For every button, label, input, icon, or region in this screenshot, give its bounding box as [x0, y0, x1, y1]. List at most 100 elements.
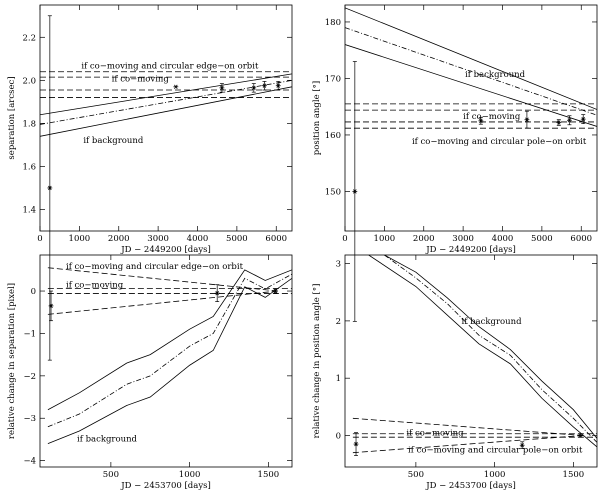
- series-group: [40, 71, 292, 137]
- series-line-solid: [40, 86, 292, 137]
- x-tick-label: 5000: [226, 234, 248, 244]
- annotation-label: if co−moving: [406, 428, 464, 438]
- star-stroke: [215, 290, 219, 296]
- star-stroke: [581, 116, 585, 122]
- series-line-dashdot: [384, 255, 597, 443]
- x-tick-label: 500: [408, 470, 424, 480]
- y-axis-label: position angle [°]: [312, 81, 322, 155]
- x-tick-label: 4000: [187, 234, 209, 244]
- data-point: [48, 303, 54, 309]
- y-axis-label: separation [arcsec]: [7, 76, 17, 159]
- y-tick-label: 1: [336, 374, 341, 384]
- y-tick-label: 2: [336, 317, 341, 327]
- y-tick-label: −4: [23, 457, 36, 467]
- y-tick-label: 2.0: [22, 76, 36, 86]
- plot-frame: [344, 254, 598, 468]
- series-line-solid: [345, 7, 597, 110]
- x-tick-label: 3000: [147, 234, 169, 244]
- data-point: [519, 443, 525, 448]
- series-line-dashed: [47, 290, 278, 315]
- series-line-solid: [384, 255, 597, 439]
- annotation-label: if co−moving and circular edge−on orbit: [81, 61, 259, 71]
- x-tick-label: 2000: [108, 234, 130, 244]
- annotation-label: if background: [465, 70, 526, 80]
- panel-relative-position-angle-change: 500 1000 1500 0 1 2 3 JD − 2453700 [days] relati…: [312, 254, 598, 491]
- star-stroke: [262, 83, 267, 88]
- y-tick-label: 150: [325, 187, 341, 197]
- x-tick-label: 3000: [452, 234, 474, 244]
- panel-relative-separation-change: 500 1000 1500 −4 −3 −2 −1 0 JD − 2453700 [days] r…: [7, 254, 293, 491]
- plot-frame: [344, 4, 598, 232]
- star-stroke: [520, 443, 524, 448]
- x-tick-label: 2000: [413, 234, 435, 244]
- x-tick-label: 6000: [570, 234, 592, 244]
- x-tick-label: 500: [103, 470, 119, 480]
- star-stroke: [567, 118, 572, 123]
- panel-position-angle-vs-time: 0 1000 2000 3000 4000 5000 6000 150 160 170 180 JD …: [312, 4, 598, 322]
- x-axis-label: JD − 2453700 [days]: [425, 481, 516, 491]
- x-tick-label: 1000: [374, 234, 396, 244]
- series-line-dashdot: [345, 27, 597, 116]
- annotation-label: if co−moving: [112, 74, 170, 84]
- x-tick-label: 1000: [484, 470, 506, 480]
- annotation-label: if co−moving: [66, 281, 124, 291]
- y-tick-label: 3: [336, 260, 341, 270]
- annotation-label: if background: [462, 317, 523, 327]
- series-group: [345, 7, 597, 129]
- star-stroke: [252, 85, 256, 91]
- x-tick-label: 1000: [179, 470, 201, 480]
- data-point: [578, 433, 583, 438]
- star-stroke: [48, 185, 52, 191]
- plot-frame: [39, 4, 293, 232]
- panel-separation-vs-time: 0 1000 2000 3000 4000 5000 6000 1.4 1.6 1.8 2.0 2.2…: [7, 4, 293, 361]
- series-line-dashdot: [47, 273, 292, 428]
- data-point: [251, 85, 257, 91]
- star-stroke: [276, 83, 280, 88]
- series-line-solid: [47, 277, 292, 445]
- star-stroke: [49, 303, 53, 309]
- annotation-label: if co−moving and circular pole−on orbit: [408, 446, 583, 456]
- star-stroke: [557, 120, 561, 125]
- x-tick-label: 0: [342, 234, 347, 244]
- data-point: [219, 85, 225, 91]
- annotation-label: if co−moving and circular pole−on orbit: [412, 137, 587, 147]
- series-line-solid: [47, 269, 292, 411]
- y-tick-label: 1.4: [22, 205, 36, 215]
- annotation-label: if co−moving: [463, 112, 521, 122]
- series-group: [47, 267, 292, 445]
- x-tick-label: 4000: [492, 234, 514, 244]
- data-point: [214, 290, 220, 296]
- star-stroke: [578, 433, 583, 438]
- annotation-label: if background: [77, 435, 138, 445]
- data-point: [567, 118, 572, 123]
- data-point: [262, 83, 267, 88]
- plot-frame: [39, 254, 293, 468]
- series-line-dashed: [352, 435, 583, 454]
- y-tick-label: −2: [23, 372, 36, 382]
- series-line-dashdot: [40, 79, 292, 125]
- series-line-solid: [40, 73, 292, 116]
- y-tick-label: 1.6: [22, 162, 36, 172]
- star-stroke: [479, 118, 483, 123]
- y-tick-label: 1.8: [22, 119, 36, 129]
- data-point: [273, 288, 278, 294]
- y-axis-label: relative change in position angle [°]: [312, 284, 322, 439]
- y-tick-label: 2.2: [22, 33, 36, 43]
- annotation-label: if co−moving and circular edge−on orbit: [66, 262, 244, 272]
- star-stroke: [525, 117, 529, 122]
- data-point: [47, 185, 53, 191]
- x-tick-label: 0: [37, 234, 42, 244]
- y-tick-label: 170: [325, 74, 341, 84]
- series-line-dashed: [352, 417, 583, 436]
- data-point: [524, 117, 530, 122]
- x-tick-label: 1500: [563, 470, 585, 480]
- star-stroke: [220, 85, 224, 91]
- x-axis-label: JD − 2453700 [days]: [120, 481, 211, 491]
- y-tick-label: 180: [325, 18, 341, 28]
- star-stroke: [353, 189, 357, 194]
- series-group: [352, 255, 597, 454]
- x-tick-label: 1000: [69, 234, 91, 244]
- data-point: [556, 120, 562, 125]
- data-point: [275, 83, 281, 88]
- data-point: [353, 441, 359, 447]
